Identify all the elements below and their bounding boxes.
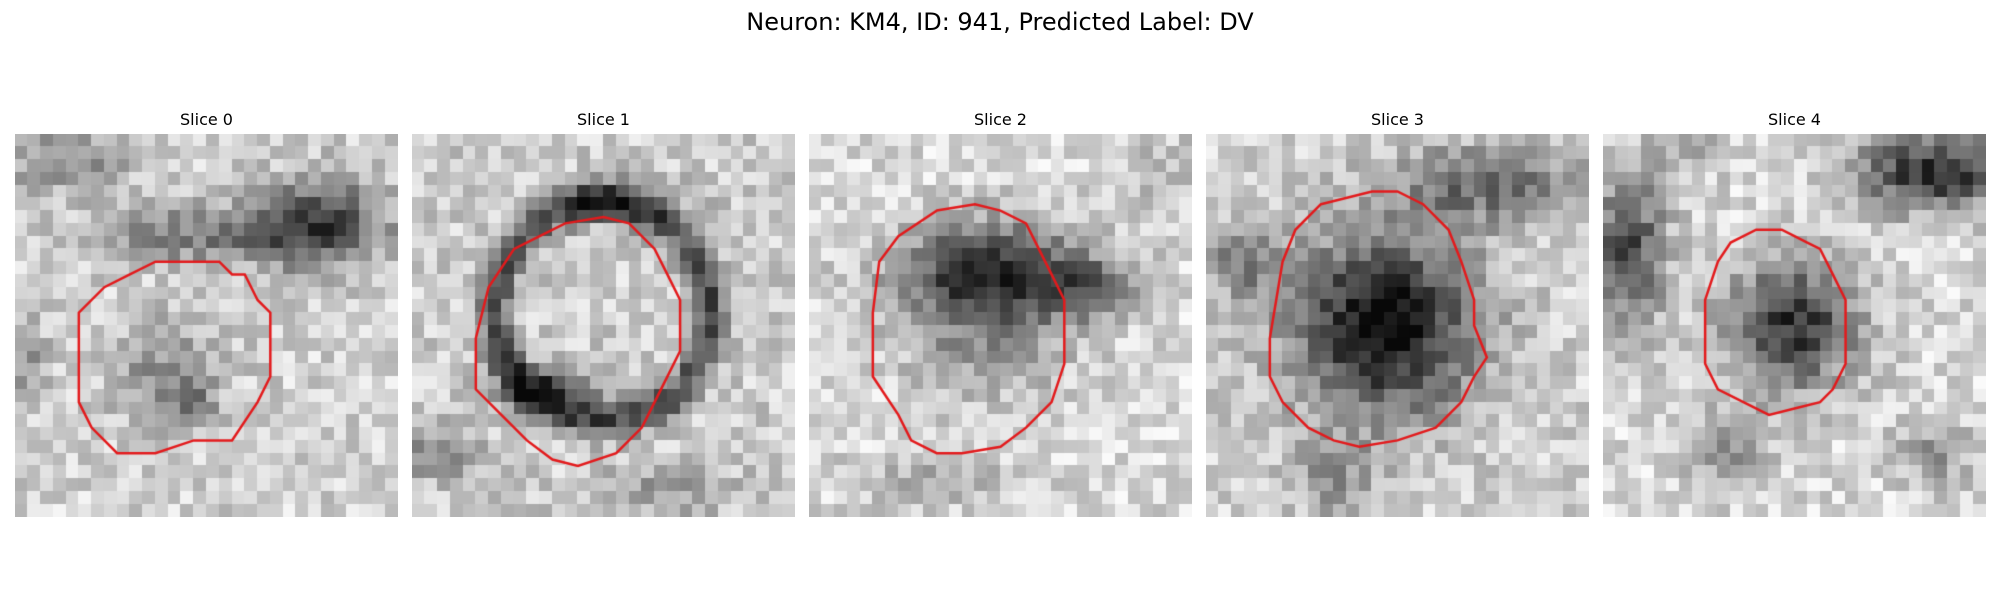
slice-3-image — [1206, 134, 1589, 517]
figure-title: Neuron: KM4, ID: 941, Predicted Label: D… — [746, 8, 1254, 36]
slice-2-image — [809, 134, 1192, 517]
slice-panel-2: Slice 2 — [809, 110, 1192, 518]
slice-1-title: Slice 1 — [577, 110, 630, 129]
slice-0-title: Slice 0 — [180, 110, 233, 129]
slice-panel-4: Slice 4 — [1603, 110, 1986, 518]
slice-4-image — [1603, 134, 1986, 517]
slice-2-title: Slice 2 — [974, 110, 1027, 129]
slice-3-title: Slice 3 — [1371, 110, 1424, 129]
slice-panel-0: Slice 0 — [15, 110, 398, 518]
slice-panel-3: Slice 3 — [1206, 110, 1589, 518]
slice-0-image — [15, 134, 398, 517]
slice-4-title: Slice 4 — [1768, 110, 1821, 129]
slice-1-image — [412, 134, 795, 517]
slice-panel-1: Slice 1 — [412, 110, 795, 518]
